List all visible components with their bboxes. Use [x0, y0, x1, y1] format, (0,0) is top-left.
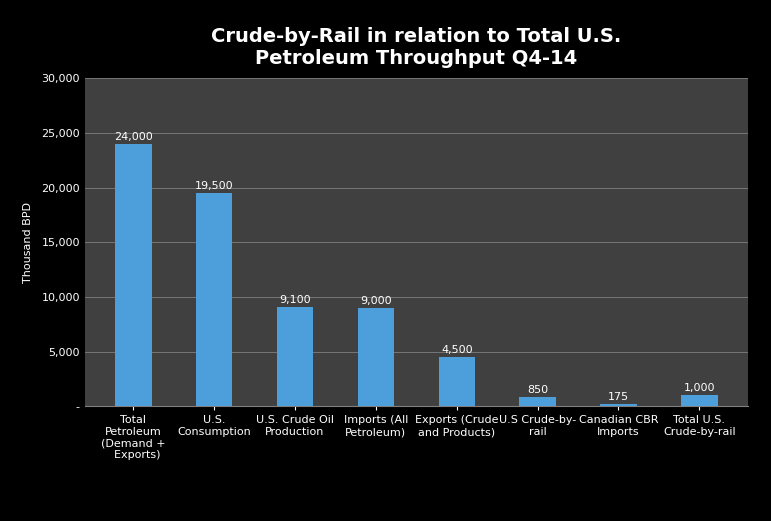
Bar: [277, 307, 313, 406]
Bar: [115, 144, 152, 406]
Text: 9,100: 9,100: [279, 295, 311, 305]
Bar: [439, 357, 475, 406]
Text: 4,500: 4,500: [441, 345, 473, 355]
Bar: [358, 308, 394, 406]
Title: Crude-by-Rail in relation to Total U.S.
Petroleum Throughput Q4-14: Crude-by-Rail in relation to Total U.S. …: [211, 27, 621, 68]
Text: 175: 175: [608, 392, 629, 402]
Text: 24,000: 24,000: [114, 132, 153, 142]
Text: 1,000: 1,000: [684, 383, 715, 393]
Bar: [601, 404, 637, 406]
Bar: [196, 193, 232, 406]
Bar: [681, 395, 718, 406]
Y-axis label: Thousand BPD: Thousand BPD: [23, 202, 33, 283]
Text: 850: 850: [527, 385, 548, 395]
Text: 19,500: 19,500: [195, 181, 234, 191]
Text: 9,000: 9,000: [360, 296, 392, 306]
Bar: [520, 397, 556, 406]
